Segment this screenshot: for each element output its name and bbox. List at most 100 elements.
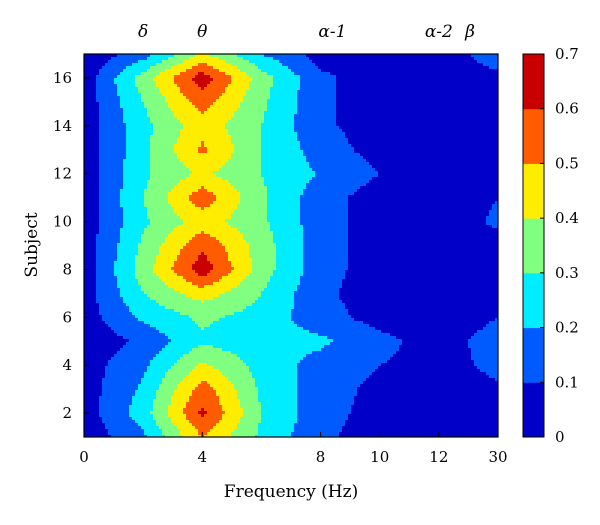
contour-cell: [114, 120, 118, 124]
contour-cell: [225, 120, 229, 124]
contour-cell: [123, 102, 127, 106]
contour-cell: [123, 114, 127, 118]
contour-cell: [495, 108, 498, 112]
contour-cell: [102, 144, 106, 148]
contour-cell: [174, 141, 178, 145]
contour-cell: [183, 132, 187, 136]
contour-cell: [87, 102, 91, 106]
contour-cell: [135, 102, 139, 106]
contour-cell: [108, 123, 112, 127]
contour-cell: [468, 114, 472, 118]
contour-cell: [339, 156, 343, 160]
contour-cell: [93, 117, 97, 121]
contour-cell: [147, 147, 151, 151]
contour-cell: [471, 132, 475, 136]
contour-cell: [357, 144, 361, 148]
contour-cell: [279, 126, 283, 130]
contour-cell: [279, 81, 283, 85]
contour-cell: [306, 117, 310, 121]
contour-cell: [141, 132, 145, 136]
contour-cell: [387, 93, 391, 97]
contour-cell: [87, 114, 91, 118]
contour-cell: [462, 108, 466, 112]
contour-cell: [189, 147, 193, 151]
contour-cell: [306, 153, 310, 157]
contour-cell: [288, 135, 292, 139]
contour-cell: [312, 87, 316, 91]
contour-cell: [162, 96, 166, 100]
contour-cell: [126, 132, 130, 136]
contour-cell: [342, 129, 346, 133]
contour-cell: [396, 87, 400, 91]
contour-cell: [399, 96, 403, 100]
contour-cell: [174, 144, 178, 148]
contour-cell: [324, 72, 328, 76]
contour-cell: [447, 114, 451, 118]
contour-cell: [333, 111, 337, 115]
contour-cell: [330, 63, 334, 67]
contour-cell: [120, 90, 124, 94]
contour-cell: [465, 90, 469, 94]
contour-cell: [159, 144, 163, 148]
contour-cell: [255, 63, 259, 67]
contour-cell: [369, 156, 373, 160]
contour-cell: [465, 78, 469, 82]
contour-cell: [366, 117, 370, 121]
contour-cell: [132, 126, 136, 130]
contour-cell: [294, 69, 298, 73]
contour-cell: [384, 72, 388, 76]
contour-cell: [405, 138, 409, 142]
contour-cell: [324, 129, 328, 133]
contour-cell: [96, 129, 100, 133]
contour-cell: [264, 129, 268, 133]
contour-cell: [249, 108, 253, 112]
contour-cell: [207, 60, 211, 64]
contour-cell: [222, 111, 226, 115]
contour-cell: [477, 120, 481, 124]
contour-cell: [249, 99, 253, 103]
contour-cell: [123, 147, 127, 151]
contour-cell: [339, 123, 343, 127]
contour-cell: [141, 105, 145, 109]
contour-cell: [123, 99, 127, 103]
contour-cell: [273, 159, 277, 163]
contour-cell: [324, 75, 328, 79]
contour-cell: [90, 135, 94, 139]
contour-cell: [207, 135, 211, 139]
contour-cell: [261, 144, 265, 148]
contour-cell: [354, 156, 358, 160]
contour-cell: [390, 156, 394, 160]
contour-cell: [291, 123, 295, 127]
contour-cell: [147, 84, 151, 88]
contour-cell: [348, 156, 352, 160]
contour-cell: [312, 102, 316, 106]
contour-cell: [411, 120, 415, 124]
contour-cell: [219, 126, 223, 130]
contour-cell: [495, 66, 498, 70]
contour-cell: [423, 57, 427, 61]
contour-cell: [267, 117, 271, 121]
contour-cell: [105, 138, 109, 142]
contour-cell: [318, 132, 322, 136]
contour-cell: [288, 90, 292, 94]
contour-cell: [381, 75, 385, 79]
contour-cell: [330, 135, 334, 139]
contour-cell: [303, 81, 307, 85]
contour-cell: [246, 120, 250, 124]
contour-cell: [483, 129, 487, 133]
contour-cell: [330, 156, 334, 160]
contour-cell: [477, 150, 481, 154]
contour-cell: [465, 144, 469, 148]
contour-cell: [120, 99, 124, 103]
contour-cell: [264, 99, 268, 103]
contour-cell: [174, 54, 178, 58]
contour-cell: [243, 129, 247, 133]
contour-cell: [432, 102, 436, 106]
contour-cell: [468, 69, 472, 73]
contour-cell: [417, 117, 421, 121]
contour-cell: [468, 60, 472, 64]
contour-cell: [438, 96, 442, 100]
contour-cell: [411, 57, 415, 61]
contour-cell: [297, 153, 301, 157]
contour-cell: [225, 84, 229, 88]
